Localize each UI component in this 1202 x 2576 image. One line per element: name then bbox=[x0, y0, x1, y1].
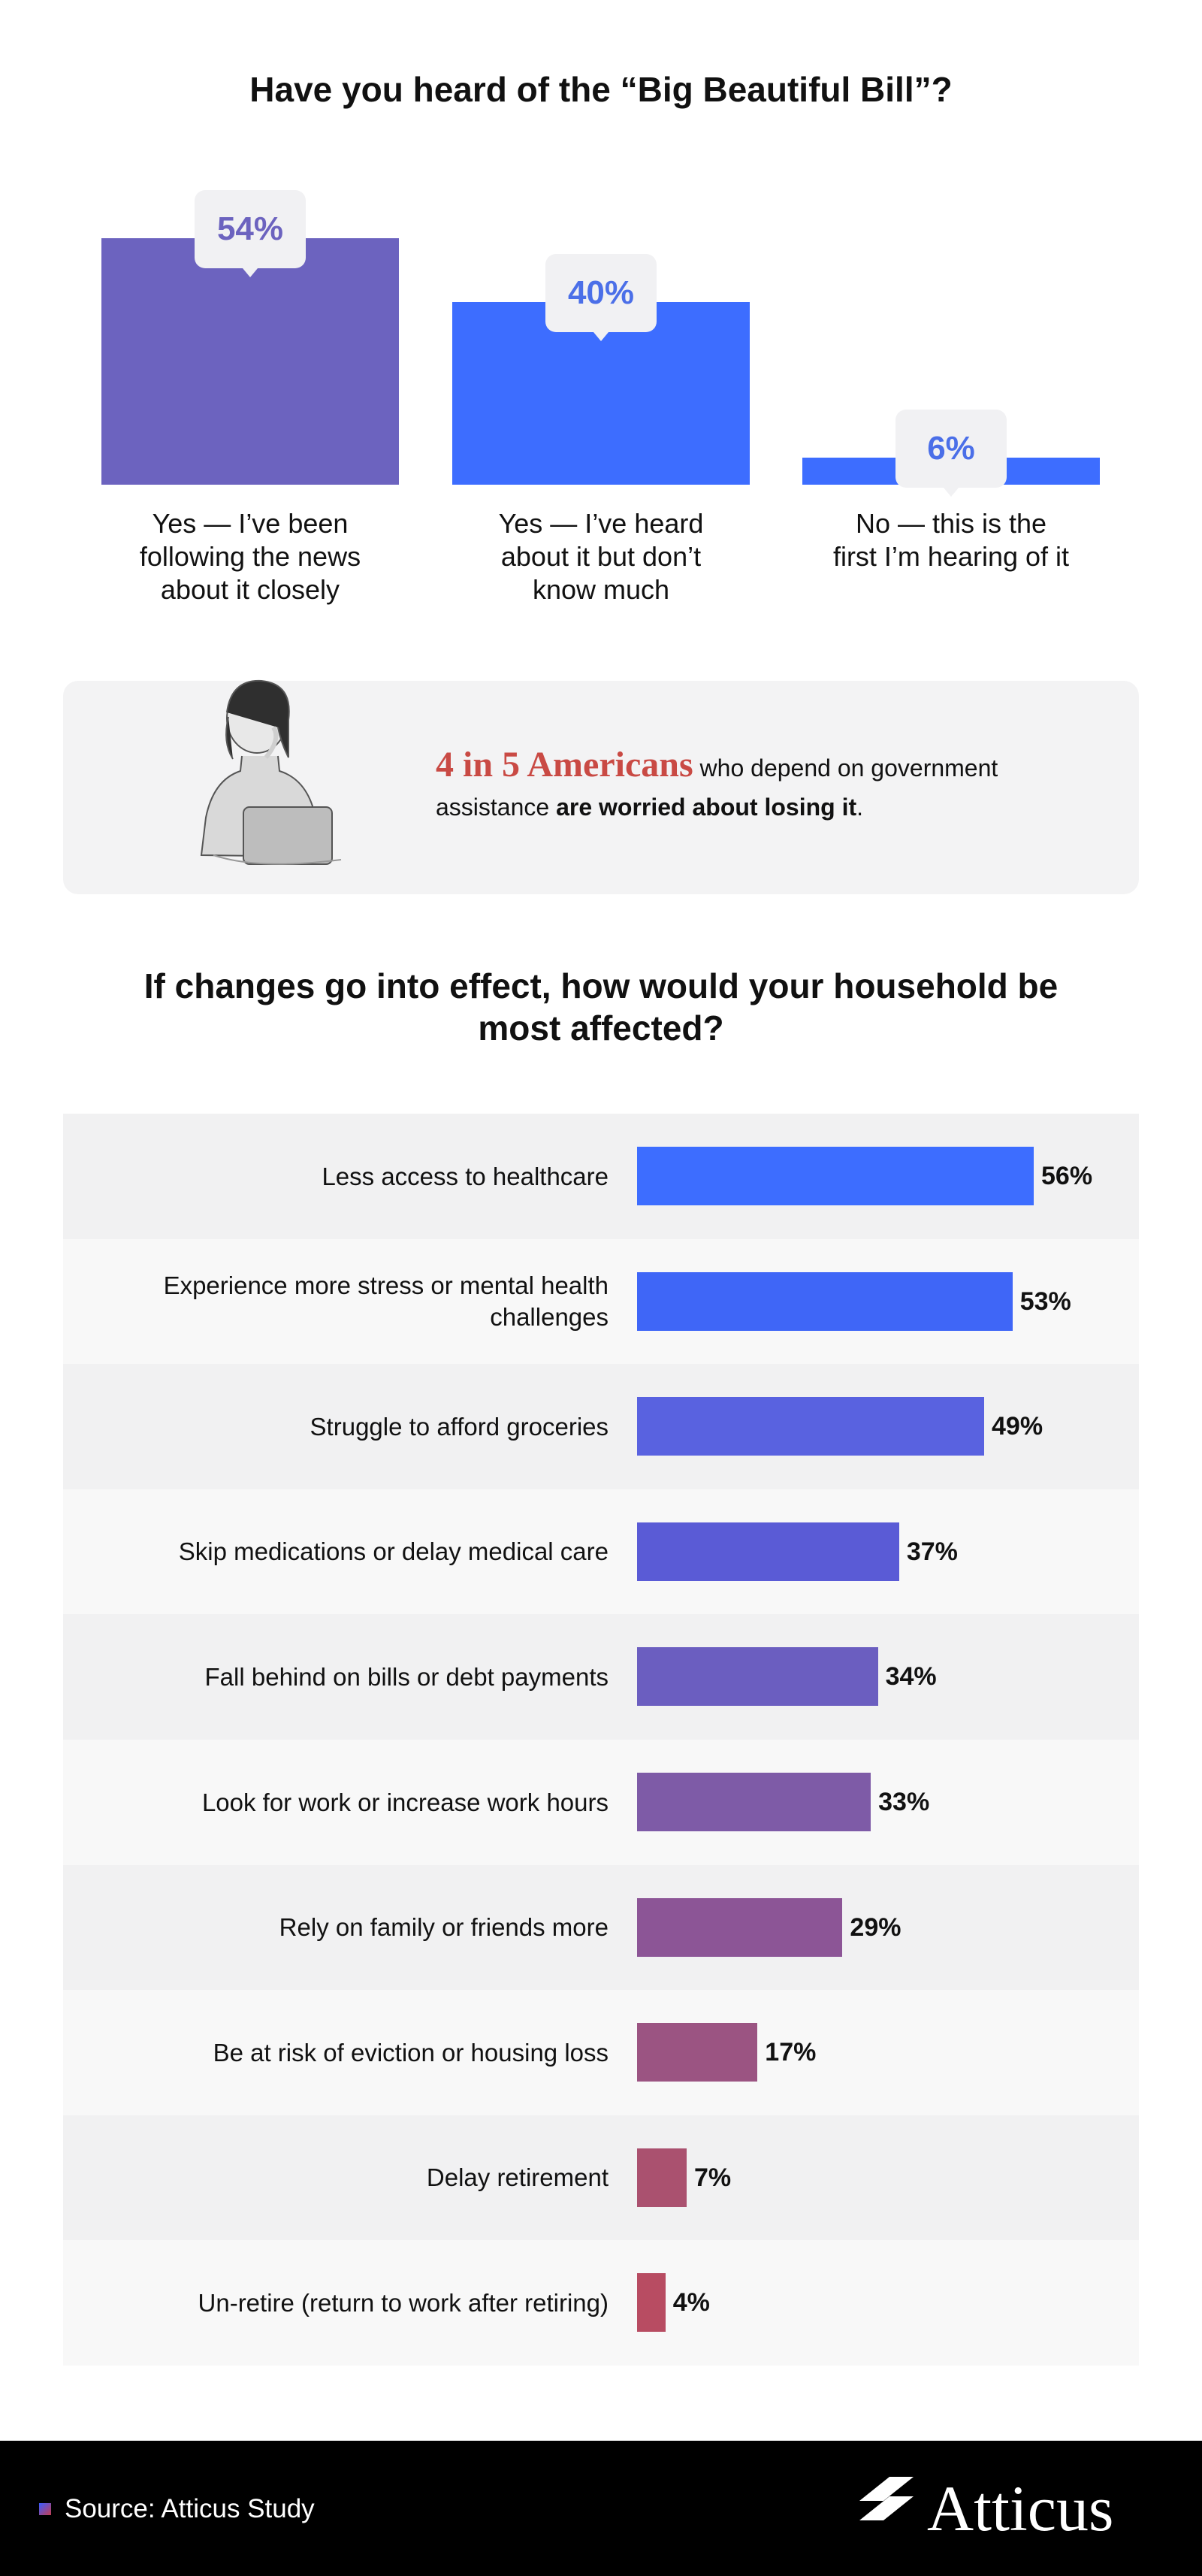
awareness-value-label: 40% bbox=[545, 254, 657, 342]
impact-bar bbox=[637, 1773, 871, 1831]
awareness-value-label: 6% bbox=[895, 409, 1007, 497]
impact-category-label: Less access to healthcare bbox=[322, 1162, 609, 1190]
impact-category-label: Be at risk of eviction or housing loss bbox=[213, 2038, 609, 2067]
callout-highlight: 4 in 5 Americans bbox=[436, 745, 693, 785]
callout-middle: who depend on government assistance bbox=[436, 754, 998, 821]
impact-row: Un-retire (return to work after retiring… bbox=[63, 2240, 1139, 2366]
awareness-bar-chart: 54% Yes — I’ve been following the news ab… bbox=[0, 165, 1202, 616]
callout-text: 4 in 5 Americans who depend on governmen… bbox=[436, 745, 1097, 827]
woman-with-laptop-illustration bbox=[200, 679, 342, 865]
impact-value-label: 17% bbox=[765, 2038, 817, 2067]
atticus-logo-icon bbox=[859, 2477, 914, 2520]
impact-category-label: Rely on family or friends more bbox=[279, 1913, 609, 1942]
impact-row: Look for work or increase work hours 33% bbox=[63, 1740, 1139, 1865]
impact-row: Experience more stress or mental health … bbox=[63, 1238, 1139, 1365]
impact-value-label: 7% bbox=[694, 2163, 732, 2192]
impact-category-label: Look for work or increase work hours bbox=[201, 1788, 609, 1816]
awareness-value-label: 54% bbox=[195, 190, 306, 277]
chart-title-impact: If changes go into effect, how would you… bbox=[143, 966, 1059, 1048]
impact-bar bbox=[637, 2023, 758, 2082]
brand-logo[interactable]: Atticus bbox=[859, 2471, 1113, 2546]
impact-value-label: 4% bbox=[672, 2288, 710, 2317]
impact-row: Rely on family or friends more 29% bbox=[63, 1864, 1139, 1991]
chart-title-awareness: Have you heard of the “Big Beautiful Bil… bbox=[249, 70, 953, 109]
impact-bar-chart: Less access to healthcare 56% Experience m… bbox=[63, 1114, 1139, 2366]
impact-bar bbox=[637, 2148, 687, 2207]
impact-category-label: Un-retire (return to work after retiring… bbox=[198, 2288, 609, 2317]
impact-row: Skip medications or delay medical care 37… bbox=[63, 1489, 1139, 1615]
impact-bar bbox=[637, 1271, 1013, 1331]
impact-category-label: Skip medications or delay medical care bbox=[178, 1537, 609, 1566]
footer: Source: Atticus Study Atticus bbox=[0, 2441, 1202, 2576]
impact-bar bbox=[637, 2273, 666, 2333]
impact-value-label: 29% bbox=[850, 1912, 902, 1942]
impact-value-label: 56% bbox=[1041, 1162, 1093, 1190]
impact-value-label: 33% bbox=[878, 1788, 930, 1816]
awareness-category-label: Yes — I’ve heard about it but don’t know… bbox=[498, 508, 704, 605]
impact-value-label: 34% bbox=[885, 1662, 937, 1692]
impact-row: Delay retirement 7% bbox=[63, 2115, 1139, 2241]
impact-category-label: Struggle to afford groceries bbox=[310, 1412, 609, 1441]
callout-bold: are worried about losing it bbox=[556, 794, 857, 821]
stat-callout: 4 in 5 Americans who depend on governmen… bbox=[63, 679, 1139, 894]
awareness-category-label: Yes — I’ve been following the news about… bbox=[139, 508, 361, 605]
impact-bar bbox=[637, 1397, 984, 1456]
impact-bar bbox=[637, 1522, 899, 1581]
impact-category-label: Experience more stress or mental health … bbox=[163, 1271, 609, 1332]
awareness-bar bbox=[101, 238, 399, 485]
brand-name: Atticus bbox=[927, 2472, 1114, 2544]
source-marker-icon bbox=[39, 2503, 51, 2515]
source-text: Source: Atticus Study bbox=[65, 2494, 315, 2523]
impact-value-label: 53% bbox=[1019, 1286, 1071, 1316]
impact-row: Be at risk of eviction or housing loss 17… bbox=[63, 1990, 1139, 2116]
impact-bar bbox=[637, 1897, 843, 1957]
impact-value-label: 49% bbox=[992, 1412, 1043, 1441]
impact-bar bbox=[637, 1647, 878, 1707]
callout-end: . bbox=[856, 794, 864, 821]
impact-bar bbox=[637, 1147, 1034, 1205]
impact-row: Fall behind on bills or debt payments 34% bbox=[63, 1614, 1139, 1740]
impact-row: Less access to healthcare 56% bbox=[63, 1114, 1139, 1239]
impact-category-label: Fall behind on bills or debt payments bbox=[204, 1662, 609, 1691]
impact-category-label: Delay retirement bbox=[426, 2163, 609, 2192]
awareness-category-label: No — this is the first I’m hearing of it bbox=[832, 508, 1070, 572]
impact-row: Struggle to afford groceries 49% bbox=[63, 1364, 1139, 1490]
impact-value-label: 37% bbox=[906, 1537, 958, 1566]
